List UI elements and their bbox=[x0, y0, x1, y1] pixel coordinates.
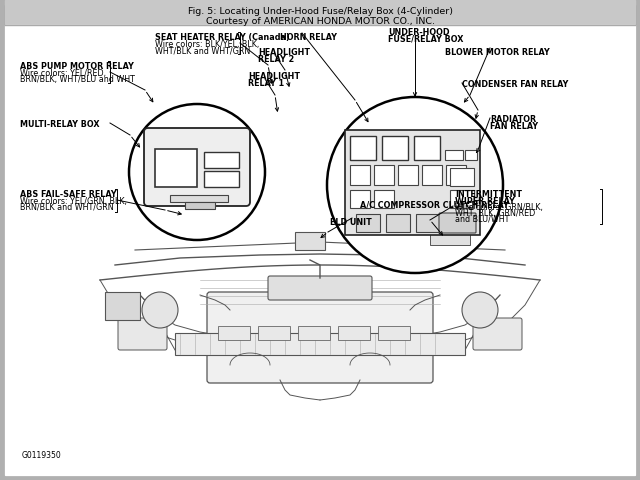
Bar bbox=[356, 214, 380, 232]
Text: Wire colors: YEL/RED,: Wire colors: YEL/RED, bbox=[20, 69, 106, 78]
Text: FUSE/RELAY BOX: FUSE/RELAY BOX bbox=[388, 35, 463, 44]
Text: RELAY 1: RELAY 1 bbox=[248, 79, 284, 88]
Text: A/C COMPRESSOR CLUTCH RELAY: A/C COMPRESSOR CLUTCH RELAY bbox=[360, 200, 509, 209]
Bar bbox=[422, 165, 442, 185]
FancyBboxPatch shape bbox=[268, 276, 372, 300]
Bar bbox=[345, 130, 480, 235]
Text: ABS PUMP MOTOR RELAY: ABS PUMP MOTOR RELAY bbox=[20, 62, 134, 71]
Text: BRN/BLK, WHT/BLU and WHT: BRN/BLK, WHT/BLU and WHT bbox=[20, 75, 135, 84]
FancyBboxPatch shape bbox=[207, 292, 433, 383]
Text: BLOWER MOTOR RELAY: BLOWER MOTOR RELAY bbox=[445, 48, 550, 57]
Bar bbox=[450, 168, 474, 186]
Text: RADIATOR: RADIATOR bbox=[490, 115, 536, 124]
Bar bbox=[398, 165, 418, 185]
Bar bbox=[298, 326, 330, 340]
Text: Fig. 5: Locating Under-Hood Fuse/Relay Box (4-Cylinder): Fig. 5: Locating Under-Hood Fuse/Relay B… bbox=[188, 7, 452, 15]
Circle shape bbox=[142, 292, 178, 328]
Bar bbox=[465, 150, 477, 160]
Bar bbox=[416, 214, 440, 232]
FancyBboxPatch shape bbox=[473, 318, 522, 350]
Text: HORN RELAY: HORN RELAY bbox=[280, 33, 337, 42]
Text: HEADLIGHT: HEADLIGHT bbox=[258, 48, 310, 57]
Text: UNDER-HOOD: UNDER-HOOD bbox=[388, 28, 449, 37]
Bar bbox=[295, 232, 325, 250]
Text: ELD UNIT: ELD UNIT bbox=[330, 218, 372, 227]
Text: WHT/BLK and WHT/GRN: WHT/BLK and WHT/GRN bbox=[155, 46, 250, 55]
Text: ABS FAIL-SAFE RELAY: ABS FAIL-SAFE RELAY bbox=[20, 190, 116, 199]
Circle shape bbox=[462, 292, 498, 328]
Text: Wire colors: GRN/BLK,: Wire colors: GRN/BLK, bbox=[455, 203, 543, 212]
Text: WIPER RELAY: WIPER RELAY bbox=[455, 197, 515, 206]
Bar bbox=[350, 165, 370, 185]
Bar bbox=[374, 165, 394, 185]
Bar bbox=[5, 0, 635, 25]
Circle shape bbox=[129, 104, 265, 240]
Bar bbox=[338, 326, 370, 340]
Text: WHT, BLK, GRN/RED: WHT, BLK, GRN/RED bbox=[455, 209, 535, 218]
Bar bbox=[386, 214, 410, 232]
Bar bbox=[258, 326, 290, 340]
Text: INTERMITTENT: INTERMITTENT bbox=[455, 190, 522, 199]
Text: RELAY 2: RELAY 2 bbox=[258, 55, 294, 64]
Bar bbox=[105, 292, 140, 320]
FancyBboxPatch shape bbox=[118, 318, 167, 350]
Bar bbox=[350, 136, 376, 160]
Bar bbox=[218, 326, 250, 340]
Bar bbox=[350, 190, 370, 208]
Text: HEADLIGHT: HEADLIGHT bbox=[248, 72, 300, 81]
Text: G0119350: G0119350 bbox=[22, 451, 61, 460]
Bar bbox=[374, 190, 394, 208]
Bar bbox=[175, 333, 465, 355]
Text: SEAT HEATER RELAY (Canada): SEAT HEATER RELAY (Canada) bbox=[155, 33, 290, 42]
Bar bbox=[414, 136, 440, 160]
Bar bbox=[446, 165, 466, 185]
Circle shape bbox=[327, 97, 503, 273]
FancyBboxPatch shape bbox=[144, 128, 250, 206]
Text: Courtesy of AMERICAN HONDA MOTOR CO., INC.: Courtesy of AMERICAN HONDA MOTOR CO., IN… bbox=[205, 16, 435, 25]
Bar bbox=[204, 171, 239, 187]
FancyBboxPatch shape bbox=[439, 213, 476, 233]
Bar bbox=[204, 152, 239, 168]
Bar bbox=[445, 150, 463, 160]
Bar bbox=[155, 149, 197, 187]
Text: Wire colors: BLK/YEL, BLK,: Wire colors: BLK/YEL, BLK, bbox=[155, 40, 259, 49]
Bar bbox=[450, 190, 474, 208]
Bar bbox=[185, 202, 215, 209]
Text: CONDENSER FAN RELAY: CONDENSER FAN RELAY bbox=[462, 80, 568, 89]
Text: MULTI-RELAY BOX: MULTI-RELAY BOX bbox=[20, 120, 99, 129]
Bar bbox=[378, 326, 410, 340]
Text: BRN/BLK and WHT/GRN: BRN/BLK and WHT/GRN bbox=[20, 203, 114, 212]
Text: Wire colors: YEL/GRN, BLK,: Wire colors: YEL/GRN, BLK, bbox=[20, 197, 127, 206]
Bar bbox=[430, 227, 470, 245]
Text: and BLU/WHT: and BLU/WHT bbox=[455, 215, 509, 224]
Bar bbox=[170, 195, 228, 202]
Text: FAN RELAY: FAN RELAY bbox=[490, 122, 538, 131]
Bar bbox=[382, 136, 408, 160]
